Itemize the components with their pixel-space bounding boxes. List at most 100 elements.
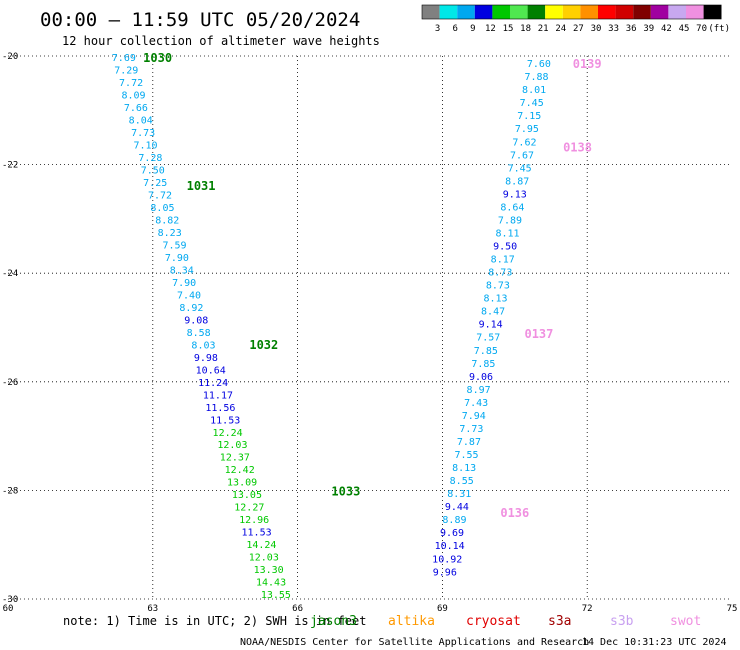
swh-value: 11.53 <box>210 415 240 426</box>
swh-value: 7.72 <box>148 190 172 201</box>
chart-subtitle: 12 hour collection of altimeter wave hei… <box>62 34 380 48</box>
swh-value: 12.42 <box>225 465 255 476</box>
swh-value: 7.89 <box>498 215 522 226</box>
colorbar-swatch <box>633 5 651 19</box>
colorbar-swatch <box>422 5 440 19</box>
swh-value: 7.85 <box>474 346 498 357</box>
map-grid <box>8 55 732 600</box>
swh-value: 7.73 <box>131 128 155 139</box>
colorbar-label: 30 <box>591 24 602 34</box>
colorbar-label: 39 <box>643 24 654 34</box>
swh-value: 7.29 <box>114 66 138 77</box>
swh-value: 8.11 <box>496 228 520 239</box>
swh-value: 8.01 <box>522 85 546 96</box>
swh-value: 14.24 <box>246 540 276 551</box>
swh-value: 13.05 <box>232 490 262 501</box>
swh-value: 12.96 <box>239 515 269 526</box>
colorbar-swatch <box>703 5 722 19</box>
satellite-legend-item: cryosat <box>466 614 521 629</box>
swh-value: 12.37 <box>220 453 250 464</box>
colorbar-swatch <box>457 5 475 19</box>
swh-value: 7.25 <box>143 178 167 189</box>
swh-value: 8.87 <box>505 176 529 187</box>
swh-value: 8.05 <box>150 203 174 214</box>
x-tick-label: 60 <box>3 604 14 614</box>
track-label: 0138 <box>563 141 592 155</box>
colorbar-label: 42 <box>661 24 672 34</box>
swh-value: 14.43 <box>256 578 286 589</box>
swh-value: 7.73 <box>459 424 483 435</box>
swh-value: 9.06 <box>469 372 493 383</box>
swh-value: 11.17 <box>203 390 233 401</box>
x-tick-label: 75 <box>727 604 738 614</box>
swh-value: 8.64 <box>500 202 524 213</box>
swh-value: 7.28 <box>138 153 162 164</box>
swh-value: 8.55 <box>450 476 474 487</box>
chart-title: 00:00 – 11:59 UTC 05/20/2024 <box>40 9 360 31</box>
colorbar-label: 70 <box>696 24 707 34</box>
swh-value: 12.27 <box>234 503 264 514</box>
swh-value: 7.60 <box>527 59 551 70</box>
colorbar-swatch <box>545 5 563 19</box>
track-labels: 1030 1031 1032 1033 0139 0138 0137 0136 <box>143 51 601 520</box>
colorbar-label: 33 <box>608 24 619 34</box>
colorbar-label: 9 <box>470 24 475 34</box>
colorbar-swatch <box>615 5 634 19</box>
swh-value: 7.69 <box>112 53 136 64</box>
swh-value: 9.08 <box>184 315 208 326</box>
track-label: 1031 <box>187 179 216 193</box>
colorbar-label: 21 <box>538 24 549 34</box>
swh-value: 7.88 <box>524 72 548 83</box>
swh-value: 10.64 <box>196 365 226 376</box>
swh-value: 8.17 <box>491 255 515 266</box>
swh-value: 7.45 <box>520 98 544 109</box>
swh-value: 8.09 <box>121 91 145 102</box>
track-label: 0137 <box>524 327 553 341</box>
satellite-legend-item: jason3 <box>310 614 357 629</box>
swh-value: 11.24 <box>198 378 228 389</box>
swh-value: 7.45 <box>508 163 532 174</box>
swh-value: 13.30 <box>254 565 284 576</box>
satellite-legend: jason3 altika cryosat s3a s3b swot <box>310 614 701 629</box>
swh-value: 7.72 <box>119 78 143 89</box>
colorbar-swatch <box>668 5 686 19</box>
swh-value: 8.23 <box>158 228 182 239</box>
swh-value: 7.43 <box>464 398 488 409</box>
swh-value: 11.56 <box>205 403 235 414</box>
swh-values: 7.697.297.728.097.668.047.737.107.287.50… <box>112 53 551 601</box>
x-tick-label: 72 <box>582 604 593 614</box>
track-label: 0136 <box>500 506 529 520</box>
swh-value: 7.15 <box>517 111 541 122</box>
track-label: 1030 <box>143 51 172 65</box>
swh-value: 8.04 <box>129 116 153 127</box>
colorbar-label: 12 <box>485 24 496 34</box>
colorbar-label: 18 <box>520 24 531 34</box>
colorbar-swatch <box>562 5 581 19</box>
colorbar-swatch <box>492 5 510 19</box>
swh-value: 7.10 <box>134 141 158 152</box>
x-tick-label: 66 <box>292 604 303 614</box>
swh-value: 9.98 <box>194 353 218 364</box>
swh-value: 7.59 <box>162 240 186 251</box>
swh-value: 7.95 <box>515 124 539 135</box>
swh-value: 8.13 <box>452 463 476 474</box>
swh-value: 7.85 <box>471 359 495 370</box>
swh-value: 10.14 <box>435 541 465 552</box>
swh-value: 12.24 <box>213 428 243 439</box>
swh-value: 7.40 <box>177 290 201 301</box>
x-tick-label: 69 <box>437 604 448 614</box>
swh-value: 7.87 <box>457 437 481 448</box>
swh-value: 9.44 <box>445 502 469 513</box>
colorbar-swatch <box>474 5 493 19</box>
swh-value: 8.73 <box>488 268 512 279</box>
track-label: 1033 <box>331 484 360 498</box>
y-tick-label: -26 <box>2 378 18 388</box>
swh-value: 8.58 <box>187 328 211 339</box>
credit-line: NOAA/NESDIS Center for Satellite Applica… <box>240 637 589 648</box>
swh-value: 9.13 <box>503 189 527 200</box>
swh-value: 9.96 <box>433 567 457 578</box>
colorbar-swatch <box>580 5 598 19</box>
swh-value: 7.66 <box>124 103 148 114</box>
generated-timestamp: 14 Dec 10:31:23 UTC 2024 <box>582 637 727 648</box>
colorbar-label: 27 <box>573 24 584 34</box>
